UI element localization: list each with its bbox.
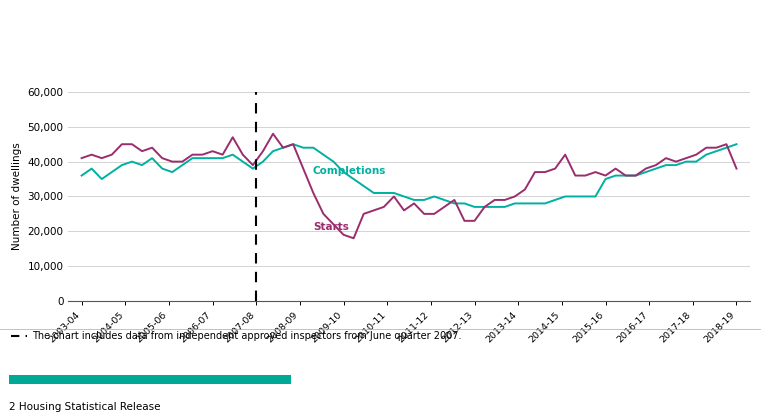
Text: Figure 1: Seasonally adjusted trends in quarterly new build dwelling starts and : Figure 1: Seasonally adjusted trends in … — [9, 27, 590, 37]
Text: England: England — [9, 63, 59, 73]
Text: Starts: Starts — [313, 222, 349, 232]
FancyBboxPatch shape — [9, 375, 291, 384]
Text: The chart includes data from independent approved inspectors from June quarter 2: The chart includes data from independent… — [32, 331, 461, 341]
Text: 2 Housing Statistical Release: 2 Housing Statistical Release — [9, 402, 161, 412]
Text: Completions: Completions — [313, 166, 387, 176]
Y-axis label: Number of dwellings: Number of dwellings — [12, 143, 22, 250]
